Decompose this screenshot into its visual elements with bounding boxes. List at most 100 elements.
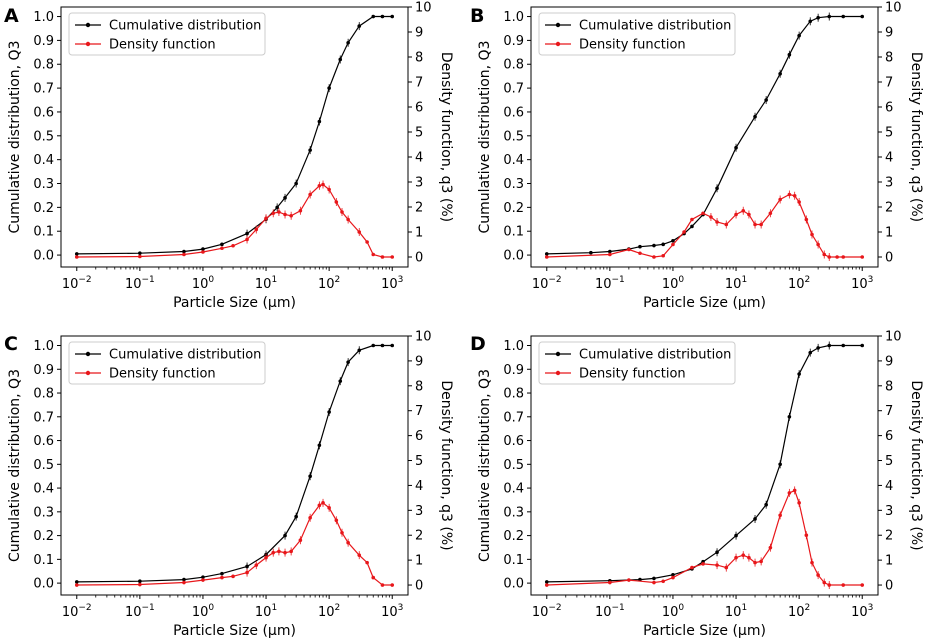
y-tick-label: 0.8: [33, 387, 54, 402]
density-point: [627, 578, 631, 582]
cumulative-point: [589, 250, 593, 255]
y-tick-label: 0.9: [33, 363, 54, 378]
legend-label: Cumulative distribution: [579, 19, 731, 34]
cumulative-point: [182, 249, 186, 254]
density-point: [682, 230, 686, 234]
cumulative-point: [638, 244, 642, 249]
y-tick-label: 0.3: [33, 505, 54, 520]
x-tick-label: 103: [851, 275, 873, 292]
y2-tick-label: 9: [885, 26, 893, 41]
density-point: [74, 255, 79, 259]
panel-a: A 0.0 0.1 0.2 0.3 0.4 0.5 0.6 0.7 0.8 0.9 1.0 0 1 2 3 4 5…: [4, 1, 454, 312]
legend-box: [68, 341, 266, 385]
y2-tick-label: 0: [415, 579, 423, 594]
legend-label: Cumulative distribution: [579, 348, 731, 363]
density-point: [182, 580, 186, 585]
density-point: [380, 583, 385, 587]
y-tick-label: 0.3: [33, 177, 54, 192]
density-point: [638, 251, 642, 256]
y-axis-label: Cumulative distribution, Q3: [477, 41, 493, 234]
plot-area: [544, 12, 865, 261]
y2-tick-label: 5: [885, 454, 893, 469]
y-tick-label: 0.4: [503, 153, 524, 168]
legend-swatch-marker: [85, 41, 91, 47]
x-tick-label: 100: [662, 603, 685, 620]
density-point: [608, 252, 612, 257]
y2-tick-label: 5: [415, 126, 423, 141]
y-tick-label: 0.6: [503, 105, 524, 120]
cumulative-point: [690, 224, 694, 229]
y-axis-label: Cumulative distribution, Q3: [477, 369, 493, 562]
y2-tick-label: 2: [885, 201, 893, 216]
density-point: [544, 255, 549, 259]
density-point: [841, 583, 846, 587]
y-tick-label: 0.8: [503, 387, 524, 402]
panel-letter: A: [4, 5, 19, 27]
y2-tick-label: 10: [885, 330, 902, 345]
y2-tick-label: 3: [415, 504, 423, 519]
y-tick-label: 1.0: [503, 10, 524, 25]
x-tick-label: 100: [192, 603, 215, 620]
plot-frame: [530, 335, 879, 596]
y-tick-label: 0.7: [33, 82, 54, 97]
x-tick-label: 10−2: [532, 603, 562, 620]
y2-tick-label: 4: [885, 479, 893, 494]
y-tick-label: 0.9: [503, 34, 524, 49]
y-tick-label: 0.1: [33, 553, 54, 568]
y-tick-label: 0.4: [503, 482, 524, 497]
y-tick-label: 0.5: [33, 129, 54, 144]
density-point: [701, 562, 705, 566]
y2-tick-label: 9: [885, 354, 893, 369]
y2-tick-label: 8: [885, 379, 893, 394]
legend-label: Cumulative distribution: [109, 348, 261, 363]
density-point: [608, 580, 612, 585]
density-point: [371, 575, 376, 580]
density-point: [860, 583, 865, 587]
x-tick-label: 10−1: [595, 275, 625, 292]
cumulative-point: [671, 573, 675, 577]
y2-tick-label: 9: [415, 354, 423, 369]
cumulative-point: [544, 252, 549, 256]
panel-letter: C: [4, 333, 18, 355]
x-axis-label: Particle Size (µm): [173, 623, 296, 639]
panel-c: C 0.0 0.1 0.2 0.3 0.4 0.5 0.6 0.7 0.8 0.9 1.0 0 1 2 3 4 5…: [4, 330, 454, 640]
density-point: [690, 565, 694, 570]
panel-letter: D: [470, 333, 486, 355]
y-tick-label: 0.6: [33, 105, 54, 120]
y2-tick-label: 0: [885, 251, 893, 266]
cumulative-point: [860, 14, 865, 19]
y2-tick-label: 4: [885, 151, 893, 166]
cumulative-point: [841, 14, 846, 19]
y-tick-label: 1.0: [33, 339, 54, 354]
y-tick-label: 0.1: [503, 225, 524, 240]
plot-frame: [530, 6, 879, 268]
x-tick-label: 10−2: [532, 275, 562, 292]
density-point: [690, 217, 694, 222]
y2-tick-label: 7: [415, 76, 423, 91]
y2-tick-label: 6: [885, 101, 893, 116]
panel-b: B 0.0 0.1 0.2 0.3 0.4 0.5 0.6 0.7 0.8 0.9 1.0 0 1 2 3 4 5…: [470, 1, 924, 312]
density-point: [544, 583, 549, 587]
legend-swatch-marker: [555, 351, 561, 357]
cumulative-point: [544, 580, 549, 584]
cumulative-point: [371, 343, 376, 348]
y2-axis-label: Density function, q3 (%): [438, 380, 454, 550]
legend-swatch-marker: [555, 41, 561, 47]
density-point: [841, 255, 846, 259]
y2-tick-label: 3: [885, 504, 893, 519]
cumulative-point: [671, 238, 675, 243]
x-tick-label: 101: [725, 275, 747, 292]
cumulative-point: [74, 252, 79, 256]
y2-tick-label: 10: [415, 330, 432, 345]
density-point: [138, 254, 142, 259]
density-point: [652, 580, 656, 585]
y2-tick-label: 6: [415, 429, 423, 444]
y2-tick-label: 6: [415, 101, 423, 116]
y-tick-label: 0.6: [33, 434, 54, 449]
y-tick-label: 0.0: [33, 249, 54, 264]
y-tick-label: 0.4: [33, 482, 54, 497]
x-tick-label: 103: [381, 603, 403, 620]
cumulative-point: [652, 576, 656, 581]
cumulative-point: [661, 242, 665, 247]
density-point: [231, 243, 235, 248]
